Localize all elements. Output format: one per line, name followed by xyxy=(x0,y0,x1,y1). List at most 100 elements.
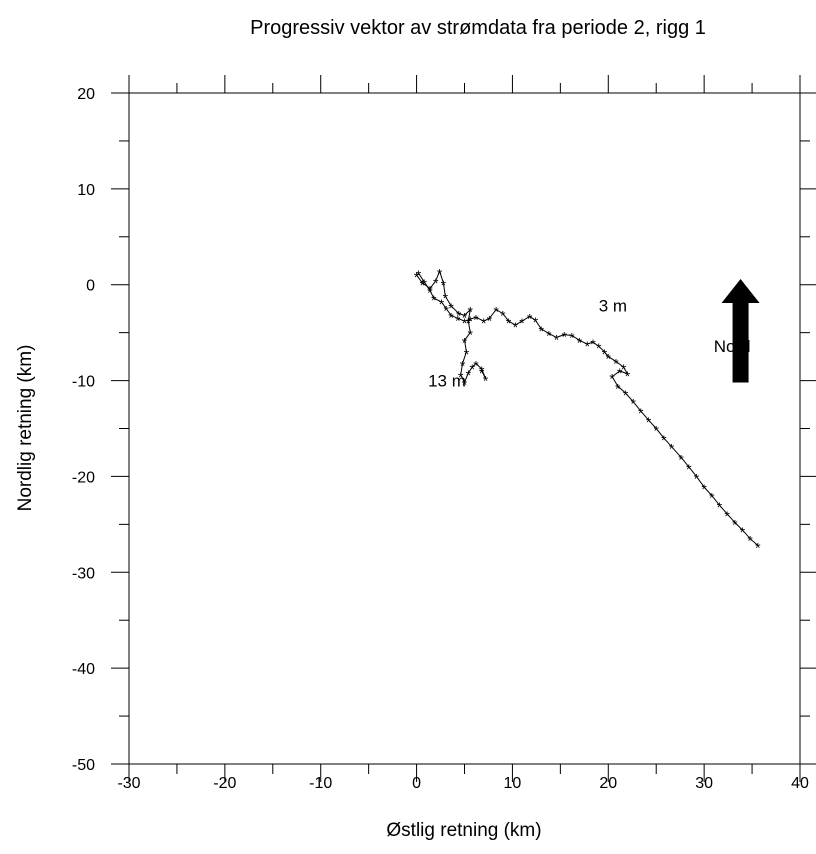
data-point-marker: * xyxy=(701,481,707,497)
data-point-marker: * xyxy=(538,323,544,339)
data-point-marker: * xyxy=(653,423,659,439)
data-point-marker: * xyxy=(427,283,433,299)
north-arrow-icon xyxy=(721,278,760,383)
data-point-marker: * xyxy=(533,314,539,330)
data-point-marker: * xyxy=(456,307,462,323)
data-point-marker: * xyxy=(487,312,493,328)
y-tick-label: -40 xyxy=(72,661,95,678)
data-point-marker: * xyxy=(609,371,615,387)
y-tick-label: -10 xyxy=(72,374,95,391)
data-point-marker: * xyxy=(724,508,730,524)
data-point-marker: * xyxy=(443,290,449,306)
data-point-marker: * xyxy=(420,277,426,293)
chart-title: Progressiv vektor av strømdata fra perio… xyxy=(250,17,706,39)
data-point-marker: * xyxy=(590,336,596,352)
data-point-marker: * xyxy=(479,363,485,379)
data-point-marker: * xyxy=(444,303,450,319)
data-point-marker: * xyxy=(458,369,464,385)
data-point-marker: * xyxy=(717,499,723,515)
y-tick-label: -30 xyxy=(72,565,95,582)
data-point-marker: * xyxy=(506,315,512,331)
data-point-marker: * xyxy=(468,313,474,329)
plot-frame xyxy=(128,92,801,765)
data-point-marker: * xyxy=(473,357,479,373)
data-point-marker: * xyxy=(462,334,468,350)
data-point-marker: * xyxy=(613,355,619,371)
data-point-marker: * xyxy=(686,461,692,477)
data-point-marker: * xyxy=(439,296,445,312)
x-axis-label: Østlig retning (km) xyxy=(386,820,541,841)
data-point-marker: * xyxy=(519,315,525,331)
data-point-marker: * xyxy=(678,451,684,467)
data-point-marker: * xyxy=(493,304,499,320)
data-point-marker: * xyxy=(462,309,468,325)
x-tick-label: -10 xyxy=(309,775,332,792)
axis-tick-labels: -30 -20 -10 0 10 20 30 40 20 10 0 -10 -20 -30 -40 -50 xyxy=(72,86,809,792)
data-point-marker: * xyxy=(546,328,552,344)
data-point-marker: * xyxy=(602,346,608,362)
x-tick-label: 30 xyxy=(695,775,713,792)
x-tick-label: 20 xyxy=(599,775,617,792)
y-tick-label: 20 xyxy=(77,86,95,103)
data-point-marker: * xyxy=(561,329,567,345)
data-point-marker: * xyxy=(433,275,439,291)
data-point-marker: * xyxy=(740,524,746,540)
data-point-marker: * xyxy=(554,331,560,347)
annotation-label: 13 m xyxy=(428,371,466,390)
data-point-marker: * xyxy=(527,310,533,326)
data-point-marker: * xyxy=(747,533,753,549)
x-tick-label: 0 xyxy=(412,775,421,792)
series-markers: **** * * * * * * * * ** * * * * * ** * * * * * * * * ** * ***** ***… xyxy=(414,265,761,555)
data-point-marker: * xyxy=(427,284,433,300)
data-point-marker: * xyxy=(437,265,443,281)
data-point-marker: * xyxy=(460,357,466,373)
data-point-marker: * xyxy=(479,365,485,381)
data-point-marker: * xyxy=(448,309,454,325)
series-line xyxy=(418,272,759,546)
data-point-marker: * xyxy=(422,276,428,292)
x-tick-label: 10 xyxy=(504,775,522,792)
data-point-marker: * xyxy=(500,307,506,323)
data-point-marker: * xyxy=(623,387,629,403)
data-point-marker: * xyxy=(469,361,475,377)
data-point-marker: * xyxy=(646,414,652,430)
data-point-marker: * xyxy=(441,277,447,293)
data-point-marker: * xyxy=(615,380,621,396)
x-tick-label: 40 xyxy=(791,775,809,792)
data-point-marker: * xyxy=(416,267,422,283)
series-lines xyxy=(416,269,759,546)
data-point-marker: * xyxy=(755,539,761,555)
x-tick-label: -30 xyxy=(117,775,140,792)
data-point-marker: * xyxy=(638,405,644,421)
north-arrow-shape xyxy=(721,278,760,383)
data-point-marker: * xyxy=(483,373,489,389)
data-point-marker: * xyxy=(577,334,583,350)
data-point-marker: * xyxy=(630,396,636,412)
y-tick-label: 0 xyxy=(86,278,95,295)
data-point-marker: * xyxy=(569,330,575,346)
data-point-marker: * xyxy=(732,516,738,532)
data-point-marker: * xyxy=(621,361,627,377)
data-point-marker: * xyxy=(468,327,474,343)
data-point-marker: * xyxy=(606,351,612,367)
data-point-marker: * xyxy=(669,441,675,457)
data-point-marker: * xyxy=(468,304,474,320)
x-tick-label: -20 xyxy=(213,775,236,792)
data-point-marker: * xyxy=(625,368,631,384)
data-point-marker: * xyxy=(448,300,454,316)
data-point-marker: * xyxy=(431,292,437,308)
data-point-marker: * xyxy=(694,470,700,486)
data-point-marker: * xyxy=(596,340,602,356)
data-point-marker: * xyxy=(481,315,487,331)
data-point-marker: * xyxy=(661,432,667,448)
data-point-marker: * xyxy=(414,269,420,285)
data-point-marker: * xyxy=(513,319,519,335)
y-tick-label: -20 xyxy=(72,469,95,486)
data-point-marker: * xyxy=(584,338,590,354)
y-tick-label: 10 xyxy=(77,182,95,199)
data-point-marker: * xyxy=(455,312,461,328)
data-point-marker: * xyxy=(466,315,472,331)
data-point-marker: * xyxy=(464,346,470,362)
data-point-marker: * xyxy=(473,311,479,327)
data-point-marker: * xyxy=(462,376,468,392)
